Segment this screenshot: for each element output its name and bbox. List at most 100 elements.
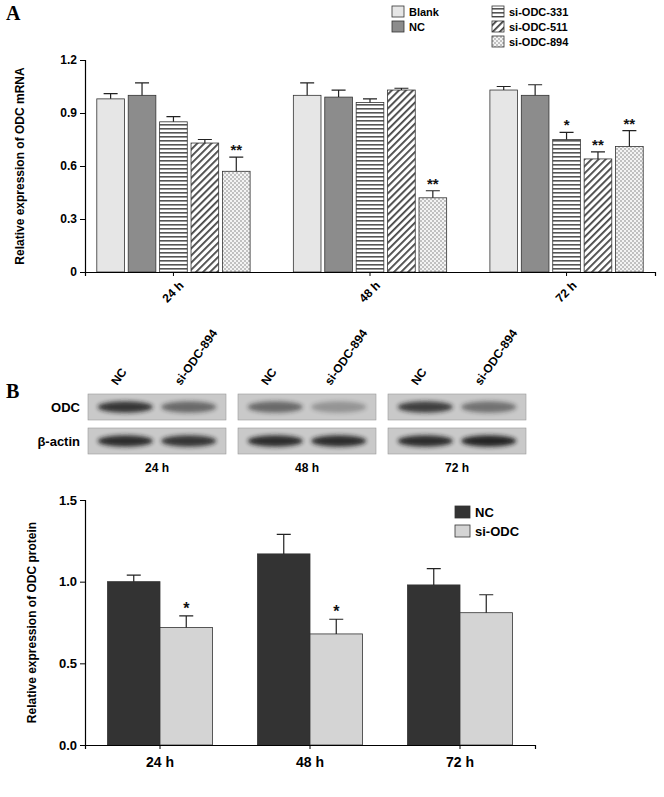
bar <box>293 95 321 272</box>
plot-texts: ********* <box>230 115 635 192</box>
error-bar <box>591 152 605 159</box>
tick-mark <box>80 219 85 220</box>
bar <box>521 95 549 272</box>
y-tick: 0.0 <box>59 738 85 753</box>
error-bar <box>427 569 441 585</box>
time-label: 72 h <box>445 461 469 475</box>
bar <box>616 147 644 272</box>
bar <box>460 613 513 745</box>
y-tick: 0.5 <box>59 656 85 671</box>
bar <box>160 627 213 745</box>
legend-item: Blank <box>392 6 440 18</box>
legend-label: si-ODC <box>475 524 520 539</box>
legend-swatch <box>492 6 504 17</box>
bar <box>310 634 363 745</box>
tick-label: 0.3 <box>60 212 77 226</box>
lane-label: si-ODC-894 <box>322 326 371 387</box>
error-bar <box>332 90 346 97</box>
error-bar <box>229 157 243 171</box>
legend-label: si-ODC-331 <box>509 6 568 18</box>
tick-label: 48 h <box>296 754 324 770</box>
x-tick: 48 h <box>356 272 383 305</box>
legend-swatch <box>392 6 404 17</box>
error-bar <box>426 191 440 198</box>
error-bar <box>528 85 542 96</box>
tick-label: 48 h <box>356 279 383 306</box>
lane-label: NC <box>408 365 430 388</box>
series <box>108 534 461 745</box>
tick-label: 24 h <box>146 754 174 770</box>
series <box>128 83 549 272</box>
bar <box>97 99 125 272</box>
legend-item: si-ODC-511 <box>492 21 568 33</box>
tick-label: 0.0 <box>59 738 77 753</box>
legend-item: si-ODC-894 <box>492 36 569 48</box>
blot-band <box>461 435 516 446</box>
row-label: β-actin <box>37 434 80 449</box>
significance: * <box>183 600 190 617</box>
x-tick: 24 h <box>160 272 187 305</box>
y-tick: 0.9 <box>60 106 85 120</box>
blot-panel <box>238 428 376 454</box>
series <box>222 131 643 272</box>
bar <box>128 95 156 272</box>
legend-label: NC <box>475 505 494 520</box>
lane-label: si-ODC-894 <box>172 326 221 387</box>
tick-mark <box>80 166 85 167</box>
axis-line <box>80 501 86 746</box>
figure: *********00.30.60.91.224 h48 h72 hRelati… <box>0 0 664 797</box>
y-tick: 0.6 <box>60 159 85 173</box>
legend-swatch <box>492 21 504 32</box>
tick-label: 0.5 <box>59 656 77 671</box>
blot-band <box>161 435 216 446</box>
tick-label: 1.5 <box>59 493 77 508</box>
tick-mark <box>160 745 161 749</box>
error-bar <box>479 595 493 613</box>
significance: ** <box>624 115 636 132</box>
blot-panel <box>88 428 226 454</box>
axis-line <box>86 273 656 277</box>
legend-swatch <box>392 21 404 32</box>
panel-label: A <box>6 2 21 24</box>
bar <box>490 90 518 272</box>
lane-label: NC <box>258 365 280 388</box>
error-bar <box>622 131 636 147</box>
blot-panel <box>388 428 526 454</box>
blot-band <box>248 401 303 412</box>
series <box>160 99 581 272</box>
legend-item: NC <box>392 21 425 33</box>
tick-label: 0 <box>70 265 77 279</box>
y-axis: 00.30.60.91.2 <box>60 53 85 279</box>
row-label: ODC <box>51 400 81 415</box>
y-axis: 0.00.51.01.5 <box>59 493 86 753</box>
bar <box>191 143 219 272</box>
bar <box>356 102 384 272</box>
legend-swatch <box>455 506 470 518</box>
tick-mark <box>310 745 311 749</box>
x-axis: 24 h 48 h 72 h <box>86 745 536 770</box>
y-tick: 0 <box>70 265 85 279</box>
legend-label: Blank <box>409 6 440 18</box>
chart-1: **0.00.51.01.524 h48 h72 hRelative expre… <box>25 493 536 771</box>
error-bar <box>329 619 343 634</box>
lane-label: NC <box>108 365 130 388</box>
tick-mark <box>80 272 85 273</box>
bar <box>408 585 461 745</box>
y-axis-title: Relative expression of ODC protein <box>25 522 39 723</box>
legend: Blank NC si-ODC-331 si-ODC-511 si-ODC-894 <box>392 6 569 48</box>
blot-band <box>398 435 453 446</box>
axis-line <box>80 61 86 273</box>
blot-panel <box>88 394 226 420</box>
tick-label: 24 h <box>160 279 187 306</box>
bar <box>160 122 188 272</box>
error-bar <box>135 83 149 95</box>
western-blot: BODCβ-actinNCsi-ODC-89424 hNCsi-ODC-8944… <box>6 326 526 475</box>
legend-label: si-ODC-511 <box>509 21 568 33</box>
bar <box>258 554 311 745</box>
tick-mark <box>80 60 85 61</box>
plot-marks <box>97 83 643 272</box>
legend-swatch <box>492 36 504 47</box>
tick-label: 72 h <box>446 754 474 770</box>
legend: NC si-ODC <box>455 505 520 539</box>
bar <box>108 582 161 745</box>
